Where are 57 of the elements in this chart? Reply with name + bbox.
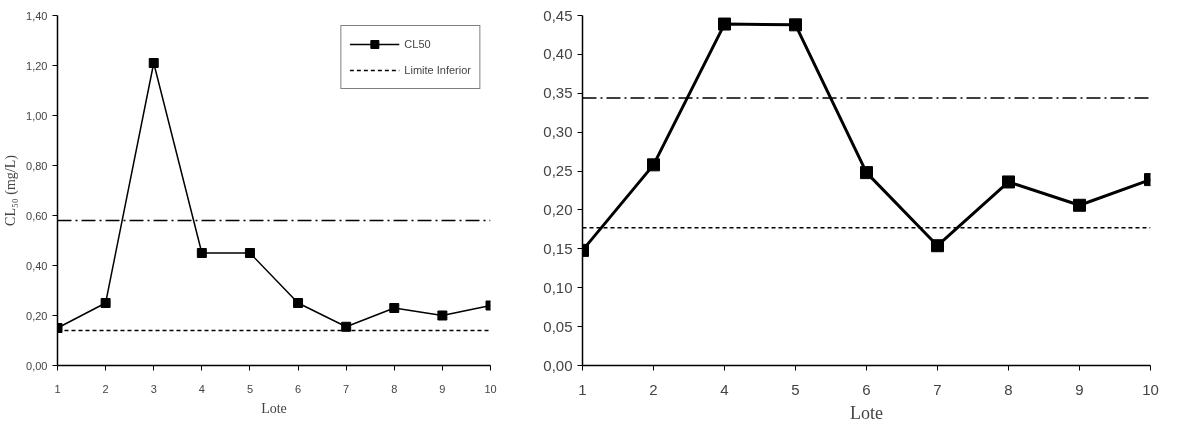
x-tick-label: 9 bbox=[1075, 380, 1084, 398]
x-axis-title: Lote bbox=[850, 402, 884, 423]
x-tick-label: 7 bbox=[343, 382, 350, 395]
point bbox=[437, 310, 448, 321]
point bbox=[931, 239, 944, 253]
y-tick-label: 0,30 bbox=[543, 123, 573, 141]
x-tick-label: 2 bbox=[649, 380, 658, 398]
y-tick-label: 0,80 bbox=[26, 159, 48, 172]
point bbox=[718, 17, 731, 31]
x-tick-label: 4 bbox=[198, 382, 205, 395]
point bbox=[647, 158, 660, 172]
y-tick-label: 0,10 bbox=[543, 278, 573, 296]
x-tick-label: 4 bbox=[720, 380, 729, 398]
y-tick-label: 0,25 bbox=[543, 162, 573, 180]
x-axis-title: Lote bbox=[261, 400, 287, 416]
legend-label: Limite Inferior bbox=[404, 64, 471, 76]
point bbox=[244, 248, 255, 258]
point bbox=[100, 298, 111, 308]
x-tick-label: 6 bbox=[862, 380, 871, 398]
x-tick-label: 2 bbox=[102, 382, 109, 395]
y-axis-title: CL₅₀ (mg/L) bbox=[3, 154, 20, 226]
point bbox=[196, 248, 207, 258]
y-tick-label: 0,40 bbox=[543, 45, 573, 63]
y-tick-label: 0,00 bbox=[543, 356, 573, 374]
point bbox=[293, 298, 304, 308]
y-tick-label: 1,40 bbox=[26, 9, 48, 22]
x-tick-label: 3 bbox=[150, 382, 157, 395]
x-tick-label: 1 bbox=[54, 382, 61, 395]
x-tick-label: 10 bbox=[1142, 380, 1159, 398]
y-tick-label: 0,40 bbox=[26, 259, 48, 272]
y-tick-label: 0,00 bbox=[26, 359, 48, 372]
point bbox=[789, 18, 802, 32]
x-tick-label: 6 bbox=[295, 382, 302, 395]
x-tick-label: 8 bbox=[391, 382, 398, 395]
y-tick-label: 1,20 bbox=[26, 59, 48, 72]
x-tick-label: 9 bbox=[439, 382, 446, 395]
y-tick-label: 1,00 bbox=[26, 109, 48, 122]
point bbox=[860, 166, 873, 180]
x-tick-label: 10 bbox=[484, 382, 497, 395]
y-tick-label: 0,05 bbox=[543, 317, 573, 335]
x-tick-label: 1 bbox=[578, 380, 587, 398]
y-tick-label: 0,20 bbox=[543, 200, 573, 218]
point bbox=[148, 58, 159, 68]
point bbox=[389, 303, 400, 313]
y-tick-label: 0,15 bbox=[543, 239, 573, 257]
x-tick-label: 8 bbox=[1004, 380, 1013, 398]
point bbox=[341, 321, 352, 332]
y-tick-label: 0,35 bbox=[543, 84, 573, 102]
x-tick-label: 5 bbox=[246, 382, 254, 395]
x-tick-label: 5 bbox=[791, 380, 800, 398]
y-tick-label: 0,60 bbox=[26, 209, 48, 222]
y-tick-label: 0,20 bbox=[26, 309, 48, 322]
x-tick-label: 7 bbox=[933, 380, 942, 398]
y-tick-label: 0,45 bbox=[543, 6, 573, 24]
legend-label: CL50 bbox=[404, 38, 431, 50]
point bbox=[1073, 198, 1086, 212]
point bbox=[1002, 175, 1015, 189]
